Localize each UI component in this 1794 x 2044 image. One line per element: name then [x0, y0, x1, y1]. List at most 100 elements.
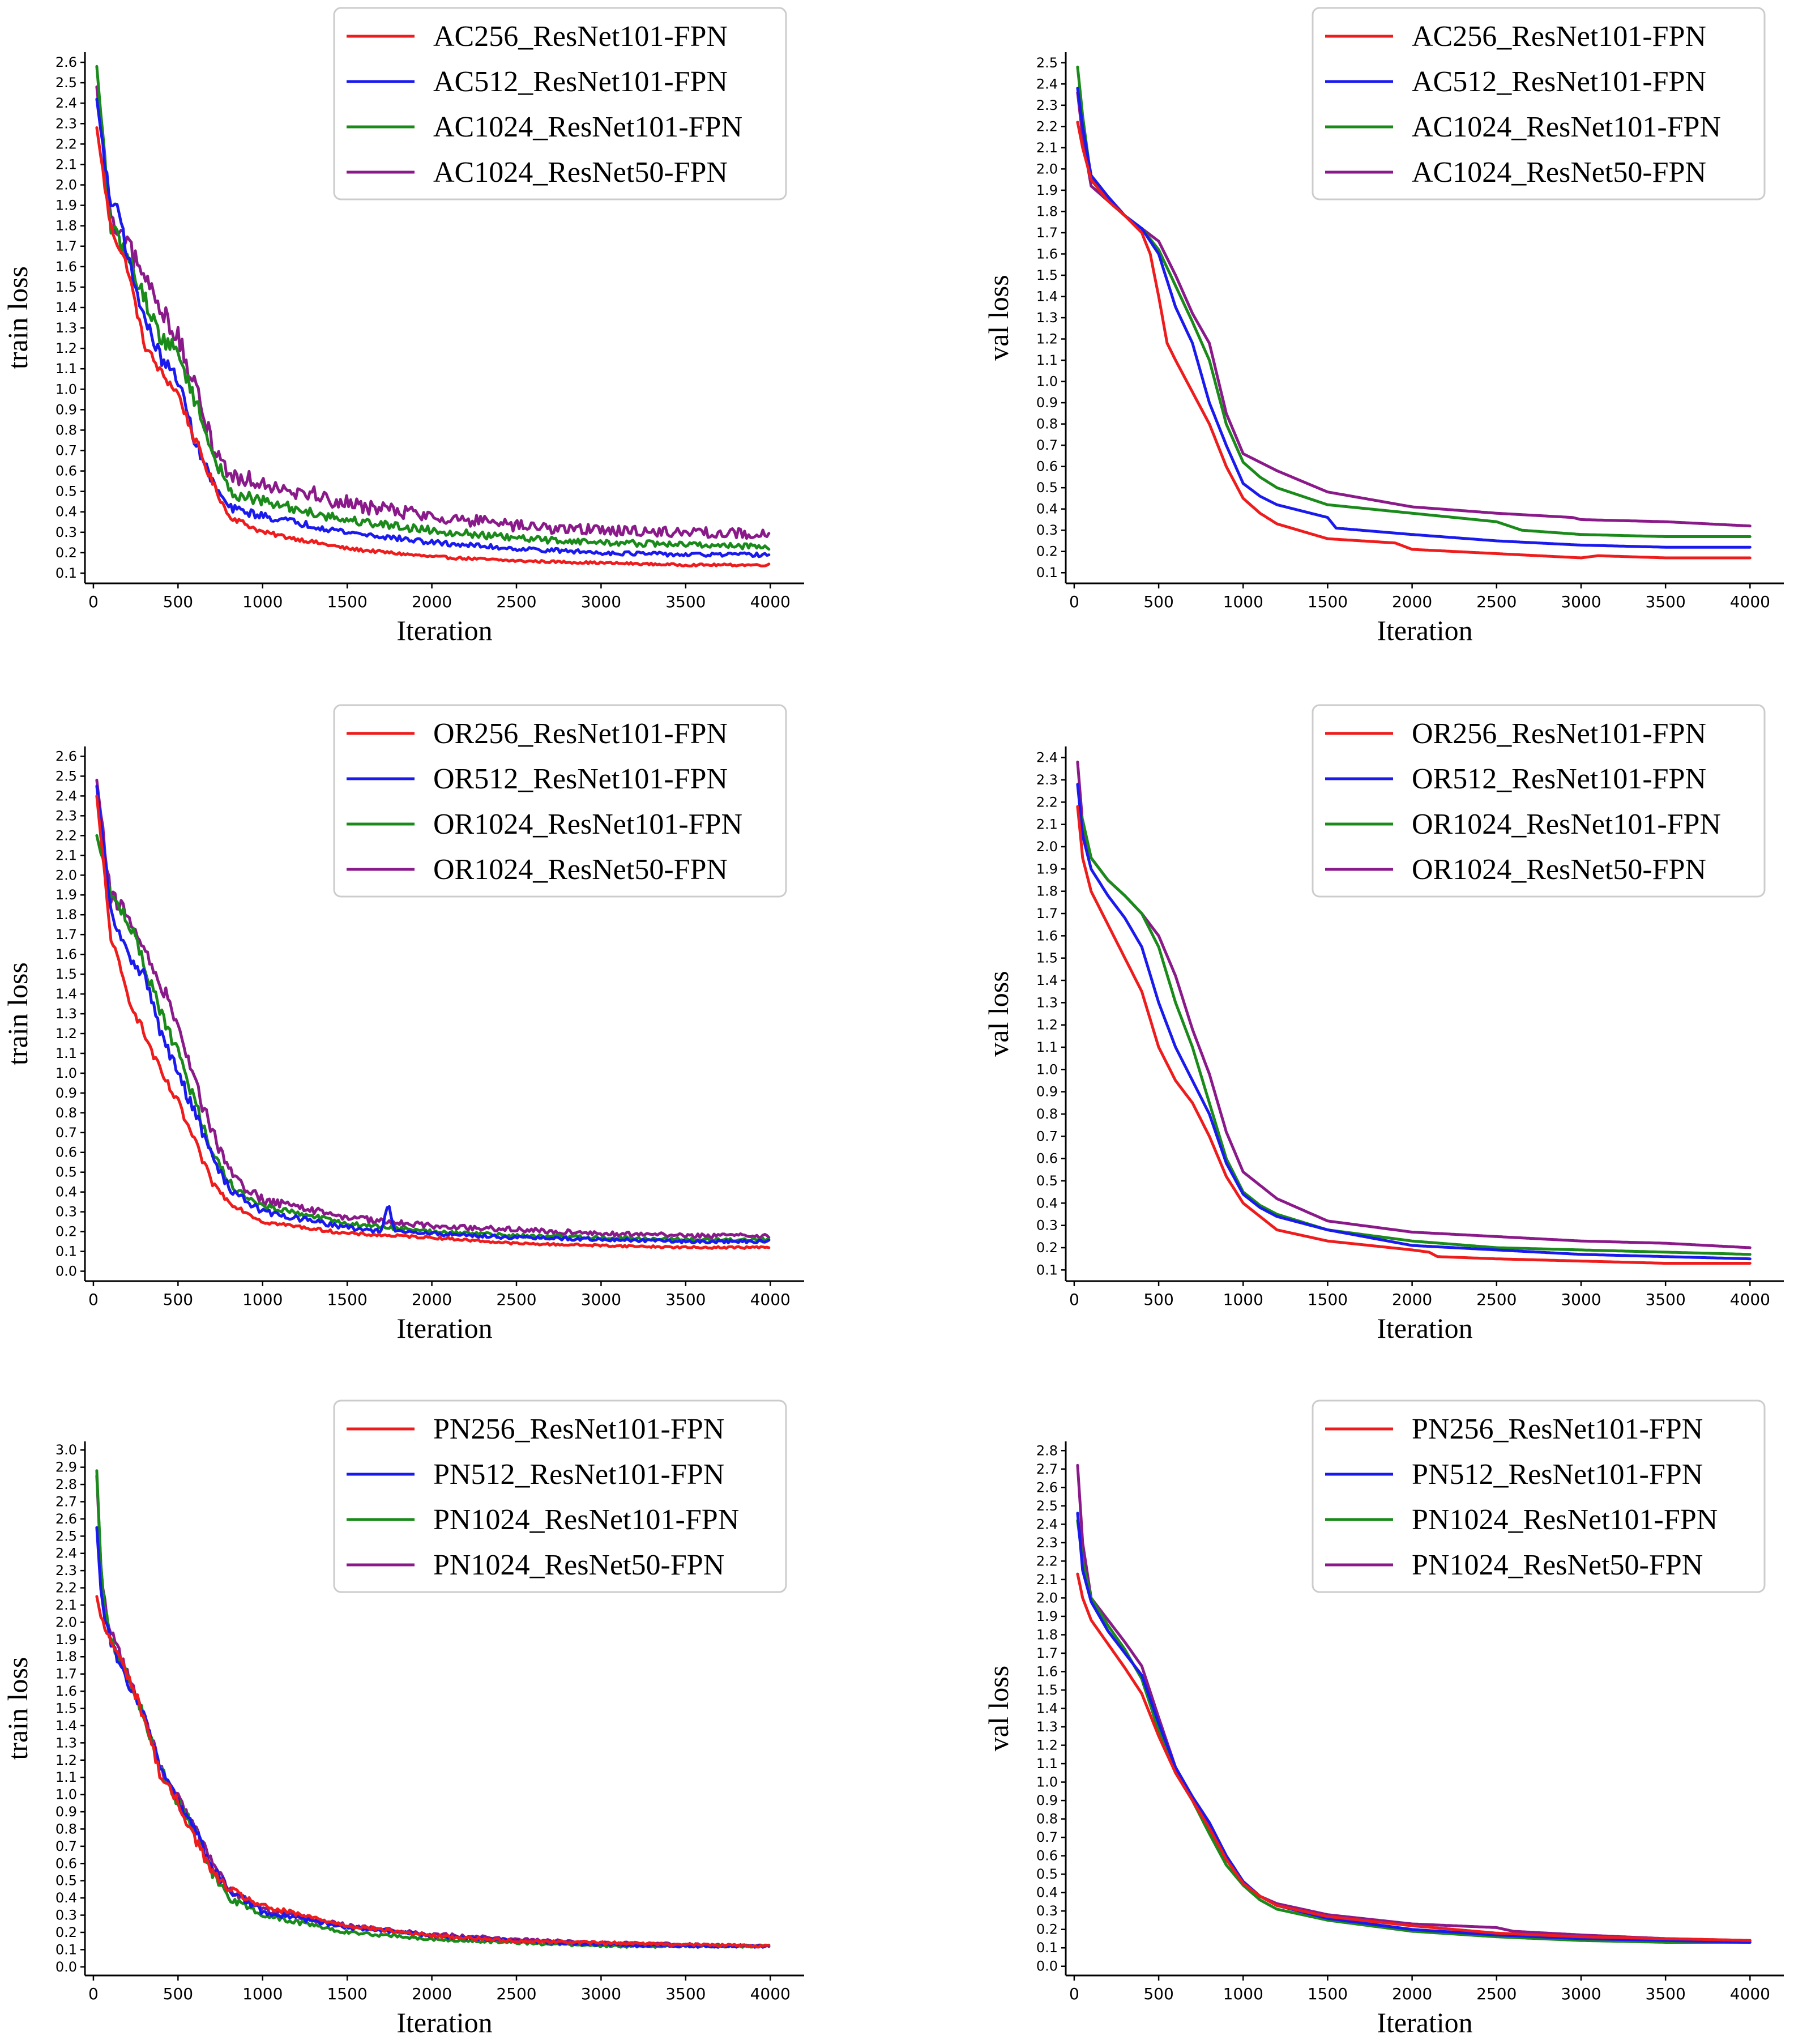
x-tick-label: 2000 — [412, 1985, 452, 2003]
y-tick-label: 1.2 — [55, 1026, 77, 1042]
legend-box — [1312, 1399, 1766, 1593]
y-tick-label: 0.7 — [1036, 437, 1058, 453]
y-tick-label: 2.2 — [1036, 118, 1058, 134]
legend-entry: AC1024_ResNet50-FPN — [433, 156, 728, 189]
y-tick-label: 1.7 — [1036, 1645, 1058, 1661]
series-line-OR256_ResNet101-FPN — [95, 794, 771, 1250]
chart-ac-train: 0.1 0.2 0.3 0.4 0.5 0.6 0.7 0.8 0.9 1.0 1.1 1.2 1.3 1… — [2, 7, 804, 646]
y-tick-label: 0.2 — [55, 1224, 77, 1240]
legend: PN256_ResNet101-FPN PN512_ResNet101-FPN PN… — [333, 1399, 787, 1593]
series-line-OR1024_ResNet101-FPN — [1076, 805, 1752, 1256]
y-tick-label: 2.0 — [55, 867, 77, 883]
y-tick-label: 0.4 — [55, 1184, 77, 1200]
y-tick-label: 0.9 — [1036, 395, 1058, 411]
y-tick-label: 2.4 — [1036, 1516, 1058, 1532]
y-tick-label: 0.1 — [1036, 1940, 1058, 1956]
x-tick-label: 1000 — [242, 1985, 283, 2003]
legend-entry: PN512_ResNet101-FPN — [433, 1458, 724, 1491]
y-tick-label: 0.8 — [1036, 416, 1058, 432]
x-tick-label: 1500 — [1308, 1290, 1348, 1309]
y-tick-label: 2.7 — [1036, 1461, 1058, 1477]
x-tick-label: 1500 — [327, 1985, 368, 2003]
x-tick-label: 2500 — [496, 1985, 536, 2003]
y-tick-label: 2.3 — [55, 116, 77, 131]
legend-entry: OR1024_ResNet101-FPN — [1412, 808, 1721, 840]
y-tick-label: 2.4 — [1036, 750, 1058, 766]
y-tick-label: 2.5 — [55, 768, 77, 784]
y-tick-label: 0.6 — [1036, 1848, 1058, 1864]
series-line-AC1024_ResNet50-FPN — [95, 85, 771, 540]
x-tick-label: 3000 — [581, 1985, 621, 2003]
x-tick-label: 0 — [88, 1985, 99, 2003]
series-line-AC256_ResNet101-FPN — [95, 126, 771, 567]
y-tick-label: 0.5 — [55, 484, 77, 500]
y-axis-label: val loss — [983, 275, 1014, 360]
x-axis-label: Iteration — [1377, 615, 1472, 646]
y-tick-label: 2.1 — [1036, 1572, 1058, 1588]
y-tick-label: 1.8 — [55, 907, 77, 923]
legend-entry: PN1024_ResNet50-FPN — [433, 1549, 724, 1581]
y-tick-label: 0.2 — [1036, 1240, 1058, 1256]
y-tick-label: 1.5 — [55, 1701, 77, 1717]
y-tick-label: 0.8 — [1036, 1811, 1058, 1827]
y-tick-label: 0.4 — [1036, 501, 1058, 517]
y-tick-label: 0.9 — [55, 402, 77, 417]
y-tick-label: 0.6 — [55, 1855, 77, 1871]
y-tick-label: 0.3 — [55, 524, 77, 540]
y-tick-label: 1.5 — [1036, 950, 1058, 966]
legend-box — [333, 704, 787, 898]
y-tick-label: 1.7 — [55, 927, 77, 942]
y-tick-label: 2.0 — [1036, 1590, 1058, 1606]
y-tick-label: 1.8 — [1036, 203, 1058, 219]
y-tick-label: 1.6 — [55, 1683, 77, 1699]
y-tick-label: 2.3 — [55, 808, 77, 823]
y-tick-label: 1.0 — [55, 1065, 77, 1081]
y-tick-label: 0.2 — [55, 545, 77, 561]
x-tick-label: 1000 — [1223, 1985, 1263, 2003]
y-tick-label: 2.6 — [1036, 1479, 1058, 1495]
y-tick-label: 0.6 — [1036, 459, 1058, 475]
legend-entry: OR1024_ResNet101-FPN — [433, 808, 742, 840]
x-tick-label: 0 — [88, 1290, 99, 1309]
y-tick-label: 0.0 — [55, 1959, 77, 1975]
legend-entry: AC512_ResNet101-FPN — [433, 66, 728, 98]
y-axis-label: val loss — [983, 971, 1014, 1056]
y-tick-label: 1.7 — [1036, 906, 1058, 921]
x-tick-label: 3500 — [1646, 1985, 1686, 2003]
y-tick-label: 2.4 — [55, 788, 77, 804]
x-tick-label: 3500 — [665, 1290, 706, 1309]
legend-entry: AC256_ResNet101-FPN — [433, 20, 728, 53]
x-axis-label: Iteration — [1377, 1312, 1472, 1344]
x-tick-label: 4000 — [750, 1290, 791, 1309]
x-tick-label: 3000 — [581, 592, 621, 611]
x-tick-label: 0 — [88, 592, 99, 611]
x-tick-label: 0 — [1069, 1290, 1079, 1309]
chart-or-val: 0.1 0.2 0.3 0.4 0.5 0.6 0.7 0.8 0.9 1.0 1.1 1.2 1.3 1… — [983, 704, 1784, 1344]
y-tick-label: 0.9 — [55, 1804, 77, 1820]
y-tick-label: 2.3 — [1036, 97, 1058, 113]
series-line-PN512_ResNet101-FPN — [1076, 1512, 1752, 1944]
legend-entry: AC256_ResNet101-FPN — [1412, 20, 1706, 53]
y-tick-label: 1.2 — [1036, 1017, 1058, 1033]
x-tick-label: 500 — [163, 592, 193, 611]
y-tick-label: 0.0 — [55, 1264, 77, 1279]
x-tick-label: 4000 — [1730, 1985, 1770, 2003]
x-tick-label: 2000 — [1392, 1985, 1432, 2003]
y-tick-label: 2.2 — [1036, 794, 1058, 810]
y-tick-label: 0.8 — [55, 1105, 77, 1121]
y-tick-label: 1.8 — [1036, 884, 1058, 899]
x-tick-label: 3000 — [1561, 1985, 1601, 2003]
y-tick-label: 1.5 — [55, 966, 77, 982]
y-tick-label: 2.0 — [1036, 161, 1058, 177]
series-line-OR256_ResNet101-FPN — [1076, 805, 1752, 1265]
legend-entry: AC1024_ResNet101-FPN — [1412, 111, 1721, 143]
y-tick-label: 1.3 — [1036, 1719, 1058, 1735]
y-tick-label: 0.6 — [1036, 1151, 1058, 1167]
x-tick-label: 500 — [1143, 592, 1173, 611]
y-tick-label: 1.2 — [1036, 331, 1058, 347]
x-tick-label: 4000 — [750, 1985, 791, 2003]
legend-entry: PN256_ResNet101-FPN — [433, 1413, 724, 1445]
y-tick-label: 0.1 — [1036, 565, 1058, 581]
y-tick-label: 0.6 — [55, 463, 77, 479]
legend-entry: AC1024_ResNet50-FPN — [1412, 156, 1706, 189]
